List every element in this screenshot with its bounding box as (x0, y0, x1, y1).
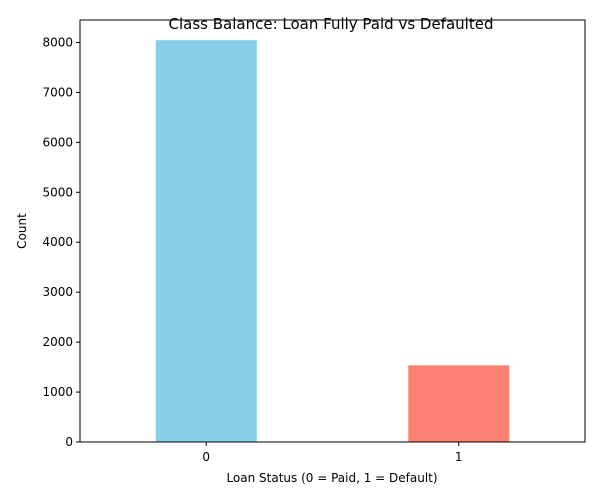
x-tick-label: 0 (202, 450, 210, 464)
y-axis-label: Count (15, 213, 29, 249)
y-tick-label: 0 (65, 435, 73, 449)
y-tick-label: 6000 (42, 135, 73, 149)
y-tick-label: 2000 (42, 335, 73, 349)
bars-group (155, 40, 510, 442)
y-tick-label: 5000 (42, 185, 73, 199)
y-tick-label: 4000 (42, 235, 73, 249)
x-tick-label: 1 (455, 450, 463, 464)
bar-0 (155, 40, 257, 442)
chart-title: Class Balance: Loan Fully Paid vs Defaul… (169, 15, 494, 33)
plot-frame (79, 19, 586, 443)
y-tick-label: 1000 (42, 385, 73, 399)
x-axis-label: Loan Status (0 = Paid, 1 = Default) (226, 471, 437, 485)
bar-1 (408, 365, 510, 442)
y-tick-label: 7000 (42, 85, 73, 99)
y-tick-label: 8000 (42, 35, 73, 49)
y-axis-ticks: 0 1000 2000 3000 4000 5000 6000 7000 8000 (42, 35, 80, 449)
y-tick-label: 3000 (42, 285, 73, 299)
